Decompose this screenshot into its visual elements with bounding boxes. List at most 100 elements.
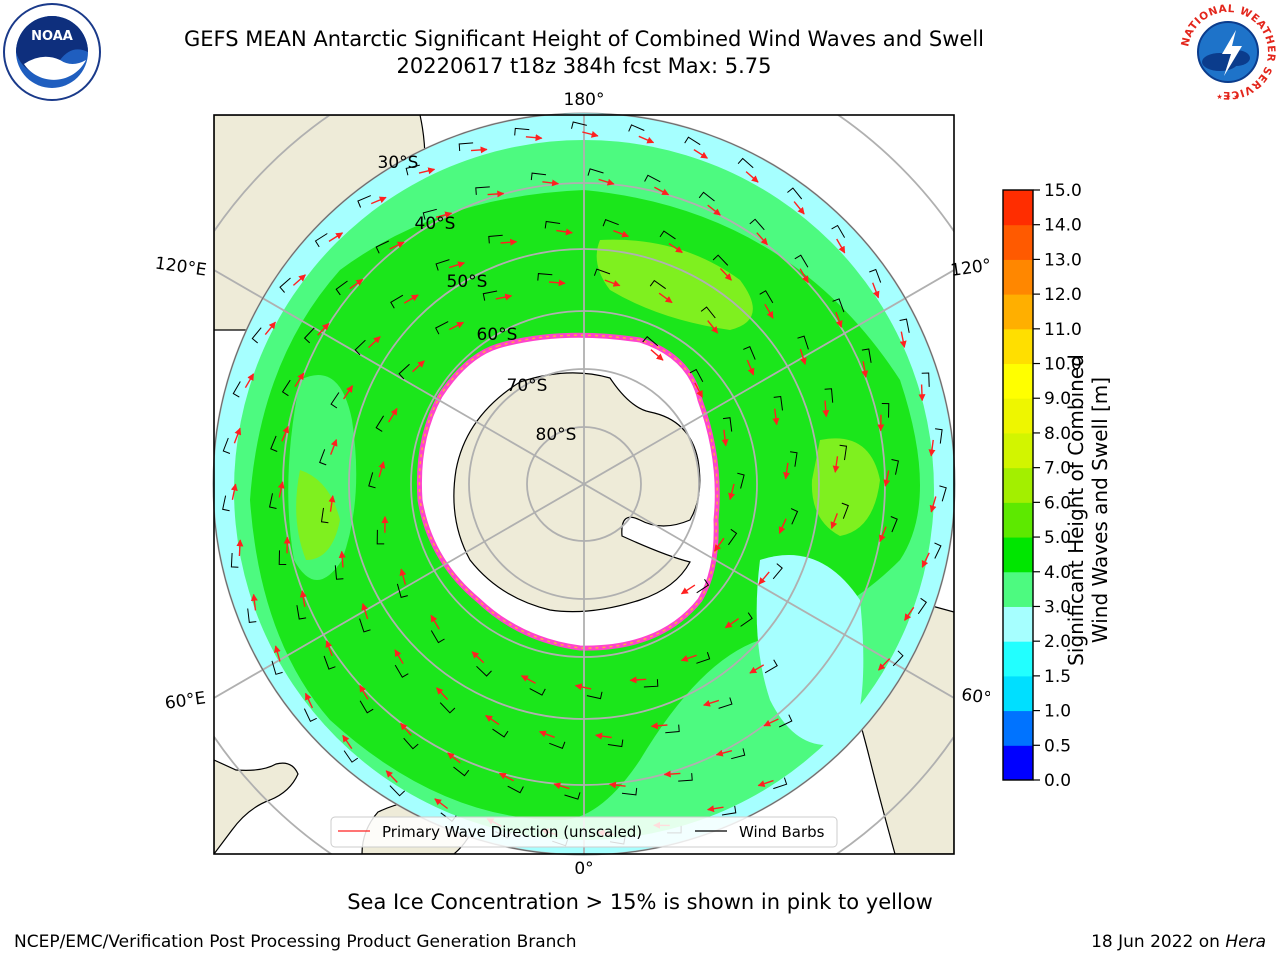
wave-arrow — [658, 292, 673, 304]
wind-barb — [335, 280, 348, 296]
wind-barb — [507, 785, 524, 794]
wave-arrow — [836, 238, 846, 254]
wind-barb — [773, 777, 788, 790]
wave-arrow — [822, 400, 830, 418]
wind-barb — [602, 219, 619, 227]
wave-arrow — [703, 699, 720, 707]
wind-barb — [644, 174, 661, 183]
wave-arrow — [264, 321, 276, 336]
polar-map: 180° 0° 120°E 60°E 120°W 60°W 30°S 40°S … — [154, 90, 990, 879]
wind-barb — [453, 766, 470, 777]
wind-barb — [869, 268, 882, 283]
wind-barb — [718, 697, 733, 709]
wind-barb — [398, 363, 410, 380]
noaa-logo: NOAA — [3, 3, 101, 101]
wind-barb — [482, 290, 498, 301]
wave-arrow — [485, 714, 500, 725]
wave-arrow — [394, 649, 404, 665]
wave-arrow — [448, 261, 465, 269]
colorbar-swatch — [1003, 259, 1033, 295]
noaa-logo-text: NOAA — [31, 29, 73, 44]
wind-barb — [435, 321, 449, 335]
wave-arrow — [244, 373, 255, 389]
wave-arrow — [500, 238, 518, 246]
wave-arrow — [236, 539, 244, 557]
wave-arrow — [435, 211, 453, 219]
wind-barb — [303, 327, 315, 344]
wave-arrow — [783, 462, 790, 480]
wave-arrow — [304, 692, 314, 709]
wave-arrow — [763, 718, 779, 727]
wave-arrow — [370, 196, 387, 205]
wind-barb — [892, 650, 904, 667]
wind-barb — [422, 208, 437, 220]
footer-host: Hera — [1225, 932, 1266, 952]
colorbar-tick-label: 9.0 — [1044, 389, 1071, 409]
wind-barb — [247, 608, 257, 623]
wave-arrow — [342, 734, 353, 749]
wind-barb — [790, 451, 798, 467]
wave-arrow — [418, 167, 436, 175]
wave-arrow — [613, 230, 630, 238]
wind-barb — [772, 563, 783, 580]
wave-arrow — [582, 130, 599, 138]
wind-barb — [375, 415, 385, 432]
wave-arrow — [495, 293, 513, 301]
colorbar-swatch — [1003, 224, 1033, 260]
wave-arrow — [378, 461, 386, 478]
legend-wave-label: Primary Wave Direction (unscaled) — [382, 823, 642, 841]
wind-barb — [696, 579, 710, 594]
wind-barb — [357, 195, 371, 208]
sea-ice-caption: Sea Ice Concentration > 15% is shown in … — [347, 890, 933, 914]
colorbar-tick-label: 6.0 — [1044, 493, 1071, 513]
wave-arrow — [663, 770, 681, 778]
wind-barb — [514, 127, 530, 136]
lat-label-70s: 70°S — [507, 376, 548, 396]
lat-label-80s: 80°S — [536, 425, 577, 445]
colorbar-swatches — [1003, 190, 1033, 781]
wave-arrow — [872, 282, 880, 299]
wave-arrow — [721, 429, 729, 447]
wind-barb — [890, 516, 898, 533]
wind-barb — [790, 508, 799, 525]
latitude-labels: 30°S 40°S 50°S 60°S 70°S 80°S — [378, 153, 577, 445]
wind-barb — [230, 552, 239, 568]
wave-arrow — [548, 279, 566, 287]
wave-arrow — [928, 439, 936, 457]
wind-barb — [678, 773, 693, 782]
wave-arrow — [694, 382, 704, 398]
wind-barb — [698, 191, 715, 202]
wind-barb — [696, 652, 711, 664]
colorbar-swatch — [1003, 745, 1033, 781]
colorbar-swatch — [1003, 294, 1033, 330]
colorbar-tick-label: 13.0 — [1044, 250, 1082, 270]
wind-barb — [621, 787, 638, 796]
chart-subtitle: 20220617 t18z 384h fcst Max: 5.75 — [396, 54, 772, 78]
wind-barb — [458, 142, 474, 152]
wind-barb — [323, 655, 336, 670]
wind-barb — [439, 702, 456, 714]
wave-arrow — [793, 201, 805, 215]
colorbar-swatch — [1003, 432, 1033, 469]
wave-arrow — [715, 749, 733, 757]
colorbar-tick-label: 15.0 — [1044, 181, 1082, 201]
wave-arrow — [325, 640, 333, 657]
wind-barb — [899, 318, 910, 333]
colorbar-tick-label: 1.5 — [1044, 667, 1071, 687]
wave-arrow — [403, 294, 419, 304]
colorbar-swatch — [1003, 190, 1033, 226]
wave-arrow — [389, 241, 405, 250]
wind-barb — [727, 528, 738, 546]
wind-barb — [403, 737, 419, 750]
colorbar-tick-label: 12.0 — [1044, 285, 1082, 305]
wind-barb — [831, 224, 846, 238]
wind-barb — [330, 392, 340, 409]
wave-arrow — [918, 384, 926, 402]
wave-arrow — [680, 654, 697, 662]
wave-arrow — [921, 552, 930, 568]
wind-barb — [824, 388, 834, 403]
lon-label-120e: 120°E — [154, 254, 208, 281]
wind-barb — [743, 346, 756, 360]
wave-arrow — [294, 372, 305, 387]
colorbar-label: Significant Height of Combined Wind Wave… — [1064, 320, 1112, 700]
